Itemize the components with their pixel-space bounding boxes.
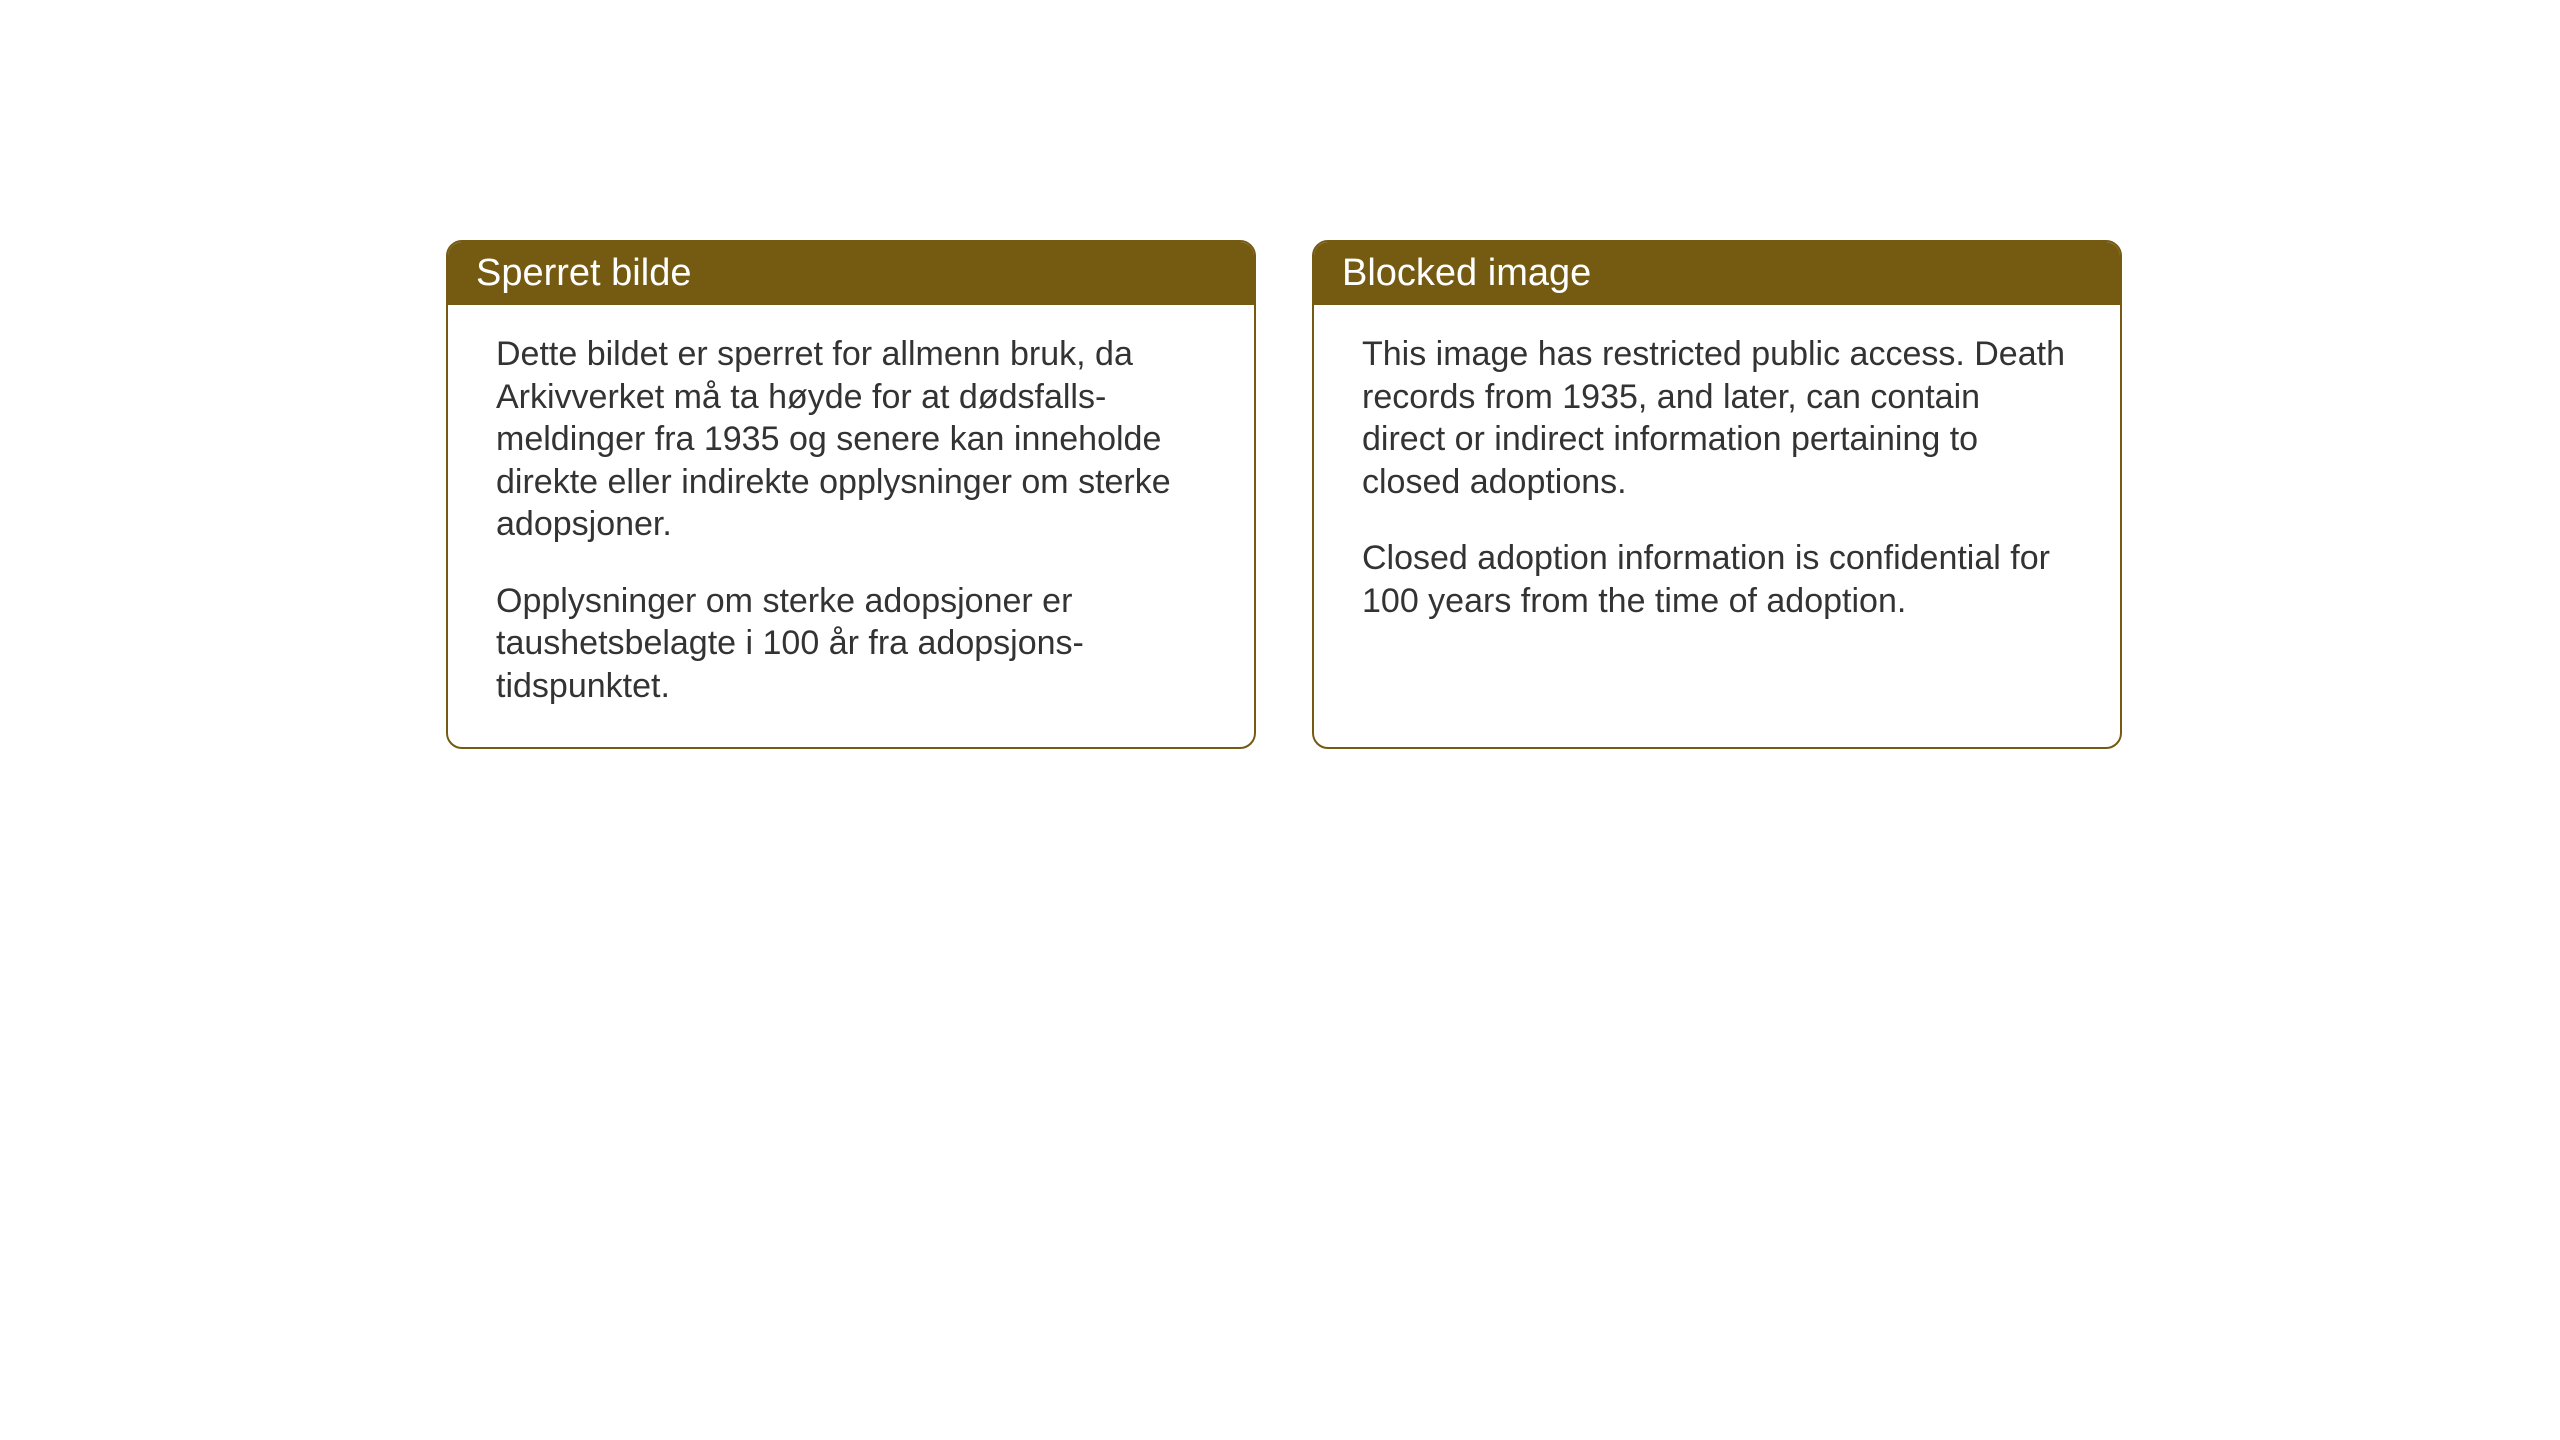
notice-paragraph-2-norwegian: Opplysninger om sterke adopsjoner er tau… [496,580,1206,708]
notice-title-english: Blocked image [1342,252,1591,294]
notice-header-english: Blocked image [1314,242,2120,305]
notice-card-norwegian: Sperret bilde Dette bildet er sperret fo… [446,240,1256,749]
notice-header-norwegian: Sperret bilde [448,242,1254,305]
notice-title-norwegian: Sperret bilde [476,252,691,294]
notice-body-english: This image has restricted public access.… [1314,305,2120,745]
notice-paragraph-1-norwegian: Dette bildet er sperret for allmenn bruk… [496,333,1206,546]
notice-paragraph-2-english: Closed adoption information is confident… [1362,537,2072,622]
notice-paragraph-1-english: This image has restricted public access.… [1362,333,2072,503]
notice-card-english: Blocked image This image has restricted … [1312,240,2122,749]
notice-body-norwegian: Dette bildet er sperret for allmenn bruk… [448,305,1254,747]
notice-container: Sperret bilde Dette bildet er sperret fo… [446,240,2122,749]
